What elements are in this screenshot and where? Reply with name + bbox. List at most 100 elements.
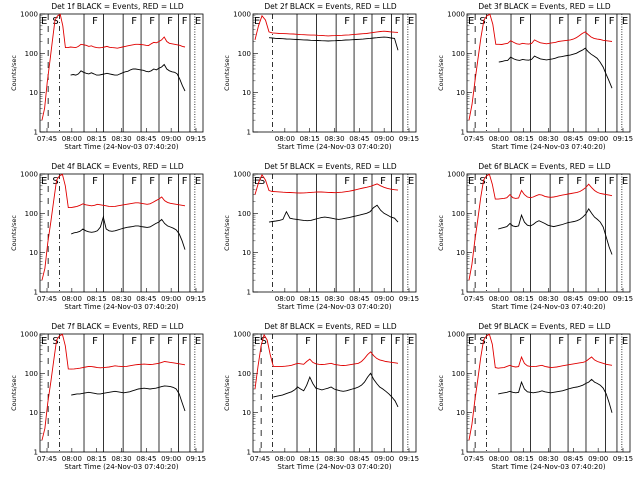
y-tick-label: 10 — [242, 409, 251, 417]
marker-letter: S — [479, 336, 485, 347]
x-tick-label: 08:45 — [136, 295, 156, 303]
segment-letter: F — [167, 336, 173, 347]
detector-panel-8: Det 8f BLACK = Events, RED = LLD 1 10 100 10… — [223, 322, 419, 471]
x-axis-label: Start Time (24-Nov-03 07:40:20) — [64, 303, 178, 311]
detector-panel-5: Det 5f BLACK = Events, RED = LLD 1 10 100 10… — [223, 162, 419, 311]
y-axis-label: Counts/sec — [223, 55, 231, 91]
x-tick-label: 08:15 — [514, 135, 534, 143]
y-axis-label: Counts/sec — [437, 375, 445, 411]
segment-letter: F — [362, 176, 368, 187]
x-tick-label: 08:45 — [136, 455, 156, 463]
detector-panel-6: Det 6f BLACK = Events, RED = LLD 1 10 100 10… — [437, 162, 633, 311]
y-tick-label: 1 — [34, 129, 38, 137]
segment-letter: F — [594, 336, 600, 347]
y-tick-label: 1000 — [233, 331, 251, 339]
detector-panel-9: Det 9f BLACK = Events, RED = LLD 1 10 100 10… — [437, 322, 633, 471]
x-tick-label: 08:45 — [563, 455, 583, 463]
x-tick-label: 09:15 — [399, 455, 419, 463]
detector-panel-4: Det 4f BLACK = Events, RED = LLD 1 10 100 10… — [10, 162, 206, 311]
x-tick-label: 07:45 — [37, 135, 57, 143]
segment-letter: F — [92, 336, 98, 347]
segment-letter: F — [594, 176, 600, 187]
x-tick-label: 08:45 — [136, 135, 156, 143]
y-tick-label: 100 — [25, 210, 38, 218]
marker-letter: S — [479, 16, 485, 27]
y-tick-label: 10 — [456, 409, 465, 417]
series-line-events — [71, 215, 186, 250]
x-tick-label: 07:45 — [464, 135, 484, 143]
x-tick-label: 08:30 — [324, 295, 344, 303]
y-tick-label: 10 — [456, 89, 465, 97]
segment-letter: F — [558, 336, 564, 347]
segment-letter: E — [408, 176, 414, 187]
x-tick-label: 08:15 — [300, 455, 320, 463]
y-tick-label: 1 — [247, 129, 251, 137]
x-tick-label: 07:45 — [37, 455, 57, 463]
x-tick-label: 09:15 — [399, 295, 419, 303]
series-line-lld — [254, 14, 399, 41]
x-tick-label: 08:15 — [300, 295, 320, 303]
series-line-lld — [41, 13, 186, 121]
segment-letter: F — [609, 336, 615, 347]
marker-letter: E — [41, 176, 47, 187]
x-tick-label: 08:00 — [275, 295, 295, 303]
marker-letter: E — [254, 176, 260, 187]
segment-letter: F — [519, 336, 525, 347]
x-tick-label: 07:45 — [250, 455, 270, 463]
series-line-events — [70, 63, 186, 92]
detector-panel-2: Det 2f BLACK = Events, RED = LLD 1 10 100 10… — [223, 2, 419, 151]
series-line-events — [498, 378, 613, 413]
y-tick-label: 100 — [25, 370, 38, 378]
segment-letter: F — [558, 16, 564, 27]
segment-letter: F — [519, 16, 525, 27]
panel-title: Det 7f BLACK = Events, RED = LLD — [51, 322, 184, 331]
segment-letter: F — [182, 16, 188, 27]
x-tick-label: 08:30 — [111, 455, 131, 463]
x-tick-label: 07:45 — [464, 295, 484, 303]
segment-letter: F — [92, 176, 98, 187]
x-axis-label: Start Time (24-Nov-03 07:40:20) — [491, 303, 605, 311]
series-line-events — [71, 385, 186, 412]
y-tick-label: 1 — [247, 449, 251, 457]
y-tick-label: 100 — [238, 50, 251, 58]
x-tick-label: 08:15 — [87, 455, 107, 463]
series-line-lld — [41, 333, 186, 441]
y-tick-label: 1 — [34, 289, 38, 297]
x-tick-label: 08:00 — [62, 295, 82, 303]
series-line-events — [268, 36, 399, 51]
x-tick-label: 08:00 — [62, 135, 82, 143]
segment-letter: F — [558, 176, 564, 187]
y-tick-label: 10 — [456, 249, 465, 257]
y-tick-label: 1 — [461, 289, 465, 297]
segment-letter: E — [622, 336, 628, 347]
segment-letter: F — [609, 16, 615, 27]
x-tick-label: 09:15 — [186, 295, 206, 303]
x-tick-label: 08:00 — [489, 295, 509, 303]
series-line-events — [273, 372, 399, 408]
marker-letter: E — [41, 16, 47, 27]
x-tick-label: 09:15 — [613, 295, 633, 303]
segment-letter: F — [380, 16, 386, 27]
x-tick-label: 09:15 — [613, 135, 633, 143]
marker-letter: S — [259, 176, 265, 187]
segment-letter: F — [380, 176, 386, 187]
segment-letter: F — [182, 336, 188, 347]
marker-letter: E — [254, 16, 260, 27]
y-tick-label: 1000 — [447, 11, 465, 19]
series-line-lld — [254, 173, 399, 195]
y-tick-label: 1000 — [20, 11, 38, 19]
y-tick-label: 1 — [247, 289, 251, 297]
segment-letter: F — [167, 16, 173, 27]
y-tick-label: 10 — [29, 409, 38, 417]
panel-title: Det 6f BLACK = Events, RED = LLD — [478, 162, 611, 171]
x-tick-label: 08:45 — [349, 455, 369, 463]
x-tick-label: 08:30 — [324, 135, 344, 143]
segment-letter: E — [622, 176, 628, 187]
y-tick-label: 100 — [25, 50, 38, 58]
x-tick-label: 09:15 — [186, 455, 206, 463]
x-tick-label: 09:00 — [161, 295, 181, 303]
segment-letter: E — [408, 16, 414, 27]
y-axis-label: Counts/sec — [437, 215, 445, 251]
segment-letter: F — [344, 176, 350, 187]
segment-letter: F — [131, 336, 137, 347]
